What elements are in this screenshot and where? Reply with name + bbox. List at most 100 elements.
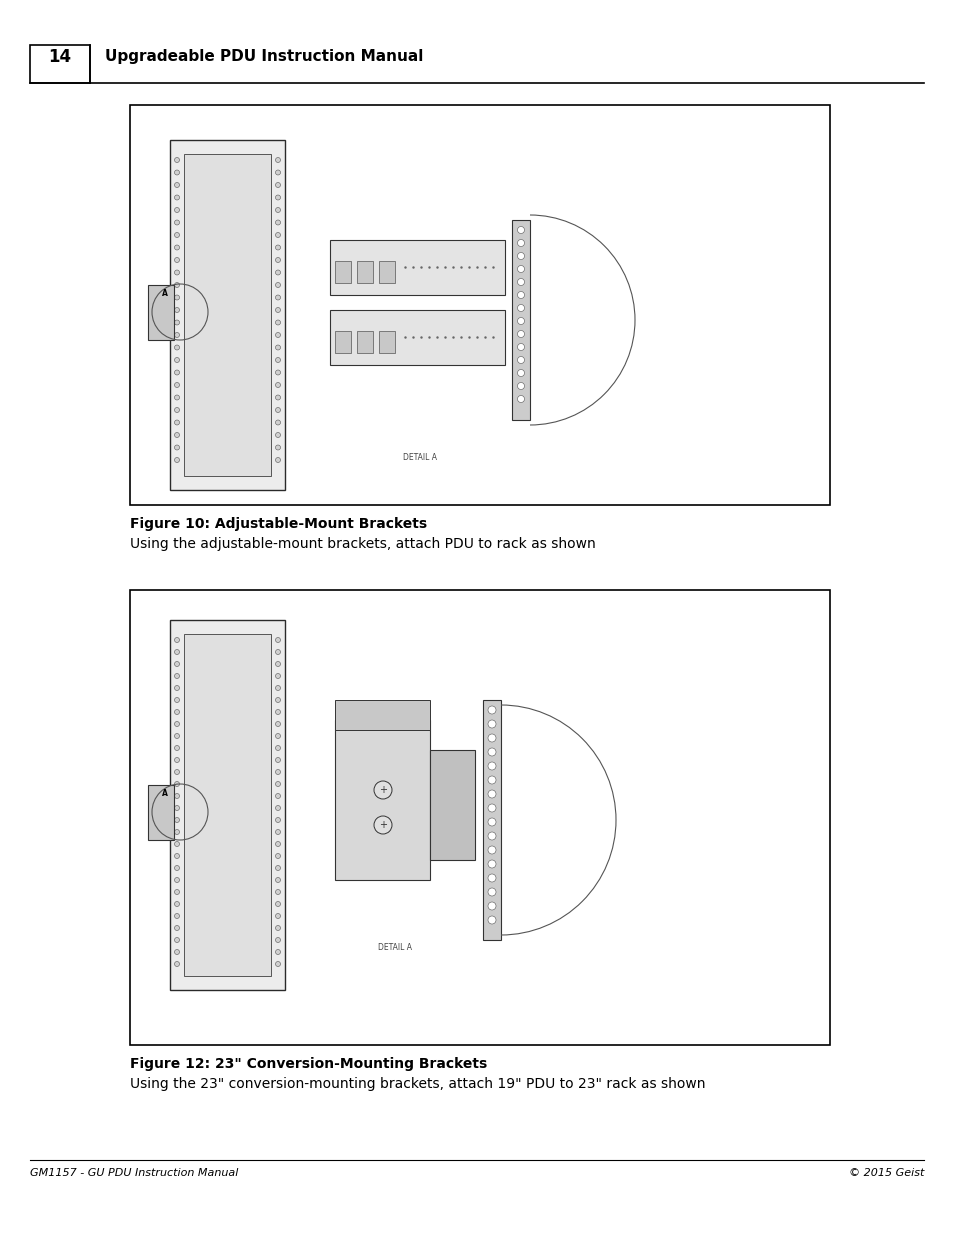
Circle shape xyxy=(275,841,280,846)
Circle shape xyxy=(174,332,179,337)
Circle shape xyxy=(517,369,524,377)
Circle shape xyxy=(174,841,179,846)
Circle shape xyxy=(275,673,280,678)
Circle shape xyxy=(174,685,179,690)
Circle shape xyxy=(517,395,524,403)
Circle shape xyxy=(174,853,179,858)
Circle shape xyxy=(174,432,179,437)
Circle shape xyxy=(174,962,179,967)
Circle shape xyxy=(488,734,496,742)
Circle shape xyxy=(174,345,179,350)
Circle shape xyxy=(174,866,179,871)
Circle shape xyxy=(275,245,280,249)
Circle shape xyxy=(275,734,280,739)
Circle shape xyxy=(275,818,280,823)
Circle shape xyxy=(174,420,179,425)
Circle shape xyxy=(174,902,179,906)
Circle shape xyxy=(275,805,280,810)
Circle shape xyxy=(517,279,524,285)
Bar xyxy=(30,44,90,83)
Circle shape xyxy=(517,291,524,299)
Circle shape xyxy=(275,950,280,955)
Circle shape xyxy=(174,207,179,212)
Bar xyxy=(335,700,430,730)
Circle shape xyxy=(174,383,179,388)
Circle shape xyxy=(275,962,280,967)
Circle shape xyxy=(174,734,179,739)
Circle shape xyxy=(174,698,179,703)
Circle shape xyxy=(275,308,280,312)
Circle shape xyxy=(275,420,280,425)
Circle shape xyxy=(174,878,179,883)
Bar xyxy=(335,331,351,353)
Bar xyxy=(378,261,395,283)
Circle shape xyxy=(488,860,496,868)
Bar xyxy=(130,105,829,505)
Circle shape xyxy=(488,804,496,811)
Bar xyxy=(356,331,373,353)
Circle shape xyxy=(174,357,179,363)
Text: Upgradeable PDU Instruction Manual: Upgradeable PDU Instruction Manual xyxy=(105,49,423,64)
Circle shape xyxy=(174,195,179,200)
Text: © 2015 Geist: © 2015 Geist xyxy=(848,1168,923,1178)
Text: Using the adjustable-mount brackets, attach PDU to rack as shown: Using the adjustable-mount brackets, att… xyxy=(130,537,595,551)
Circle shape xyxy=(275,637,280,642)
Bar xyxy=(184,634,271,976)
Circle shape xyxy=(517,252,524,259)
Circle shape xyxy=(517,266,524,273)
Circle shape xyxy=(174,937,179,942)
Bar xyxy=(512,220,530,420)
Bar xyxy=(148,285,173,340)
Circle shape xyxy=(174,925,179,930)
Circle shape xyxy=(174,170,179,175)
Circle shape xyxy=(174,662,179,667)
Text: +: + xyxy=(378,785,387,795)
Circle shape xyxy=(517,305,524,311)
Circle shape xyxy=(174,769,179,774)
Circle shape xyxy=(275,183,280,188)
Circle shape xyxy=(174,805,179,810)
Circle shape xyxy=(488,790,496,798)
Circle shape xyxy=(174,245,179,249)
Bar xyxy=(335,720,430,881)
Circle shape xyxy=(517,226,524,233)
Circle shape xyxy=(174,818,179,823)
Circle shape xyxy=(174,782,179,787)
Circle shape xyxy=(275,445,280,450)
Circle shape xyxy=(488,706,496,714)
Circle shape xyxy=(275,746,280,751)
Circle shape xyxy=(488,720,496,727)
Circle shape xyxy=(174,673,179,678)
Bar xyxy=(330,240,504,295)
Circle shape xyxy=(275,220,280,225)
Circle shape xyxy=(488,902,496,910)
Circle shape xyxy=(488,846,496,853)
Circle shape xyxy=(275,457,280,462)
Circle shape xyxy=(174,889,179,894)
Text: +: + xyxy=(378,820,387,830)
Circle shape xyxy=(174,757,179,762)
Text: A: A xyxy=(162,789,168,798)
Circle shape xyxy=(174,295,179,300)
Circle shape xyxy=(517,331,524,337)
Circle shape xyxy=(174,283,179,288)
Bar xyxy=(378,331,395,353)
Circle shape xyxy=(517,383,524,389)
Circle shape xyxy=(275,830,280,835)
Circle shape xyxy=(275,698,280,703)
Text: A: A xyxy=(162,289,168,298)
Circle shape xyxy=(517,240,524,247)
Circle shape xyxy=(275,357,280,363)
Circle shape xyxy=(174,794,179,799)
Bar xyxy=(130,590,829,1045)
Text: Figure 10: Adjustable-Mount Brackets: Figure 10: Adjustable-Mount Brackets xyxy=(130,517,427,531)
Circle shape xyxy=(275,195,280,200)
Circle shape xyxy=(174,746,179,751)
Circle shape xyxy=(275,383,280,388)
Bar xyxy=(430,750,475,860)
Circle shape xyxy=(275,853,280,858)
Circle shape xyxy=(275,709,280,715)
Text: GM1157 - GU PDU Instruction Manual: GM1157 - GU PDU Instruction Manual xyxy=(30,1168,238,1178)
Circle shape xyxy=(275,232,280,237)
Bar xyxy=(170,620,285,990)
